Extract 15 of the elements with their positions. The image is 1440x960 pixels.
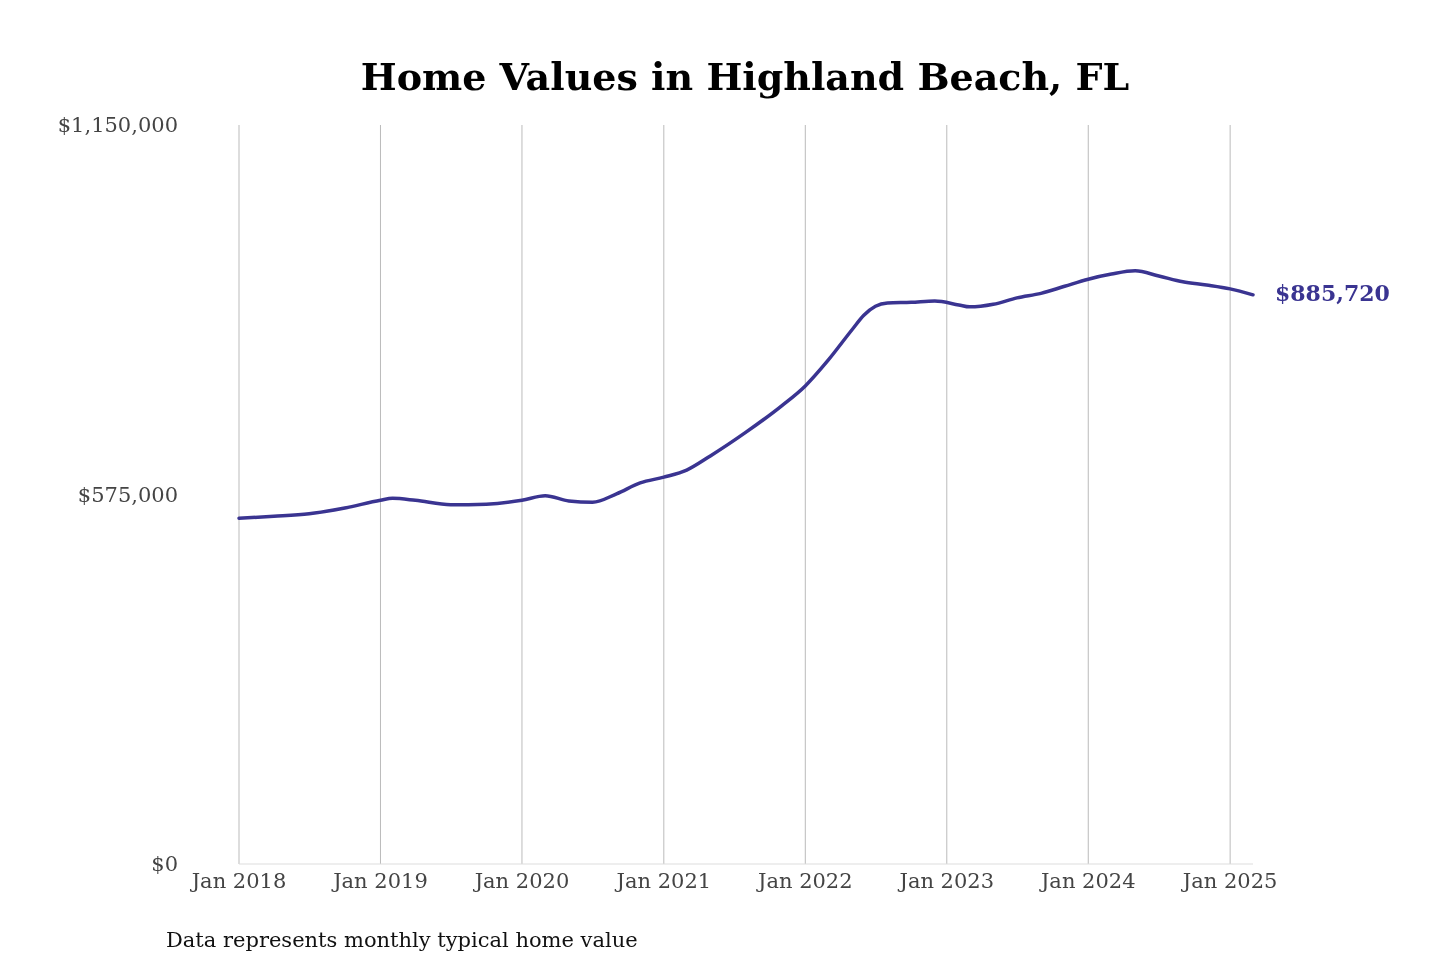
chart-title: Home Values in Highland Beach, FL [360,54,1130,99]
x-tick-label: Jan 2018 [189,869,287,893]
annotation: $885,720 [1275,279,1390,306]
x-tick-label: Jan 2021 [614,869,712,893]
y-tick-label: $1,150,000 [57,113,178,137]
x-tick-label: Jan 2019 [331,869,428,893]
text: Data represents monthly typical home value [166,928,638,952]
line-series [237,269,1255,521]
x-tick-label: Jan 2025 [1180,869,1278,893]
x-tick-label: Jan 2023 [897,869,995,893]
y-tick-label: $575,000 [77,482,178,507]
x-tick-label: Jan 2020 [472,869,570,893]
x-tick-label: Jan 2022 [756,869,853,893]
y-tick-label: $0 [151,852,178,876]
x-tick-label: Jan 2024 [1038,869,1136,893]
